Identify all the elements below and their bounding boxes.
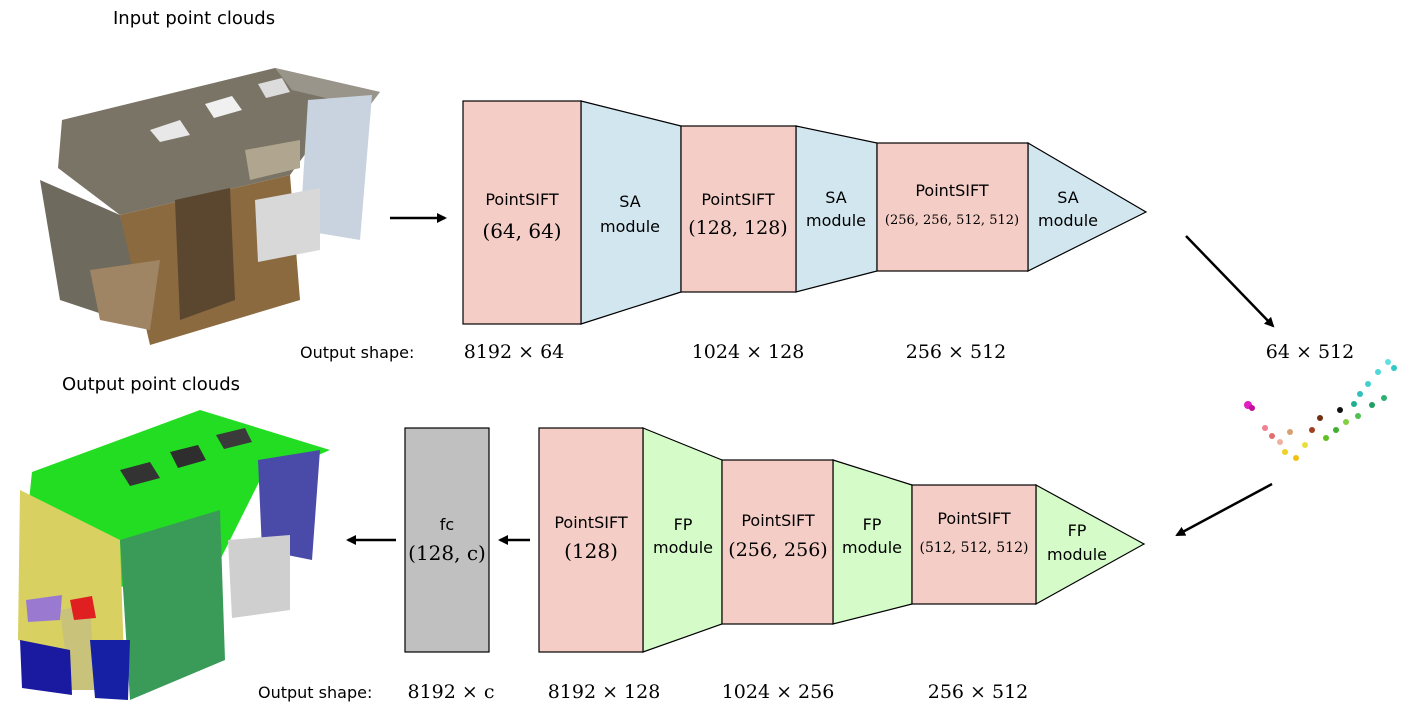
pointsift-3-params: (256, 256, 512, 512) [885,213,1019,228]
arrow-bottleneck-to-decoder [1175,482,1273,537]
decoder-shape-fc: 8192 × c [408,681,495,703]
pointsift-3-name: PointSIFT [915,181,989,200]
sa-2-line1: SA [825,188,846,207]
decoder-output-shape-label: Output shape: [258,683,372,702]
pointsift-1-params: (64, 64) [482,219,561,243]
encoder-shape-3: 256 × 512 [906,341,1007,363]
pointsift-block-1 [462,100,582,325]
input-point-cloud-image [40,68,380,345]
fp-2-line2: module [842,538,902,557]
sa-module-3-shape [1027,141,1148,272]
fp-3-line2: module [1047,545,1107,564]
pointsift-2-params: (128, 128) [688,217,787,239]
pointsift-6-params: (512, 512, 512) [920,540,1029,556]
sa-3-line1: SA [1057,188,1078,207]
pointsift-4-params: (128) [564,539,618,563]
output-title: Output point clouds [62,374,240,395]
decoder-shape-2: 1024 × 256 [722,681,835,703]
encoder-output-shape-label: Output shape: [300,343,414,362]
arrow-encoder-to-bottleneck [1185,235,1275,328]
pointsift-5-params: (256, 256) [728,539,827,561]
pointsift-block-6 [911,484,1037,605]
sa-1-line2: module [600,217,660,236]
fp-1-line2: module [653,538,713,557]
sa-module-1-shape [580,100,682,325]
decoder-shape-3: 256 × 512 [928,681,1029,703]
decoder-shape-1: 8192 × 128 [548,681,661,703]
sa-3-line2: module [1038,211,1098,230]
bottleneck-point-cloud-image [1244,359,1397,461]
pointsift-6-name: PointSIFT [937,509,1011,528]
sa-module-2-shape [795,125,878,293]
fp-3-line1: FP [1068,521,1087,540]
output-point-cloud-image [18,410,330,700]
decoder: fc (128, c) PointSIFT (128) FP module Po… [258,427,1146,703]
input-title: Input point clouds [113,8,275,29]
fp-2-line1: FP [863,515,882,534]
fc-name: fc [440,515,454,534]
pointsift-block-3 [876,142,1029,272]
pointsift-1-name: PointSIFT [485,190,559,209]
bottleneck-shape: 64 × 512 [1266,341,1354,363]
fc-params: (128, c) [408,541,486,565]
pointsift-2-name: PointSIFT [701,190,775,209]
pointsift-4-name: PointSIFT [554,513,628,532]
sa-2-line2: module [806,211,866,230]
sa-1-line1: SA [619,192,640,211]
pointsift-5-name: PointSIFT [741,511,815,530]
encoder-shape-1: 8192 × 64 [464,341,565,363]
fp-1-line1: FP [674,515,693,534]
encoder-shape-2: 1024 × 128 [692,341,805,363]
pointsift-block-4 [538,427,644,653]
fc-block [404,427,490,653]
encoder: PointSIFT (64, 64) SA module PointSIFT (… [300,100,1148,363]
pointsift-block-5 [721,459,834,625]
pointsift-block-2 [680,125,797,293]
